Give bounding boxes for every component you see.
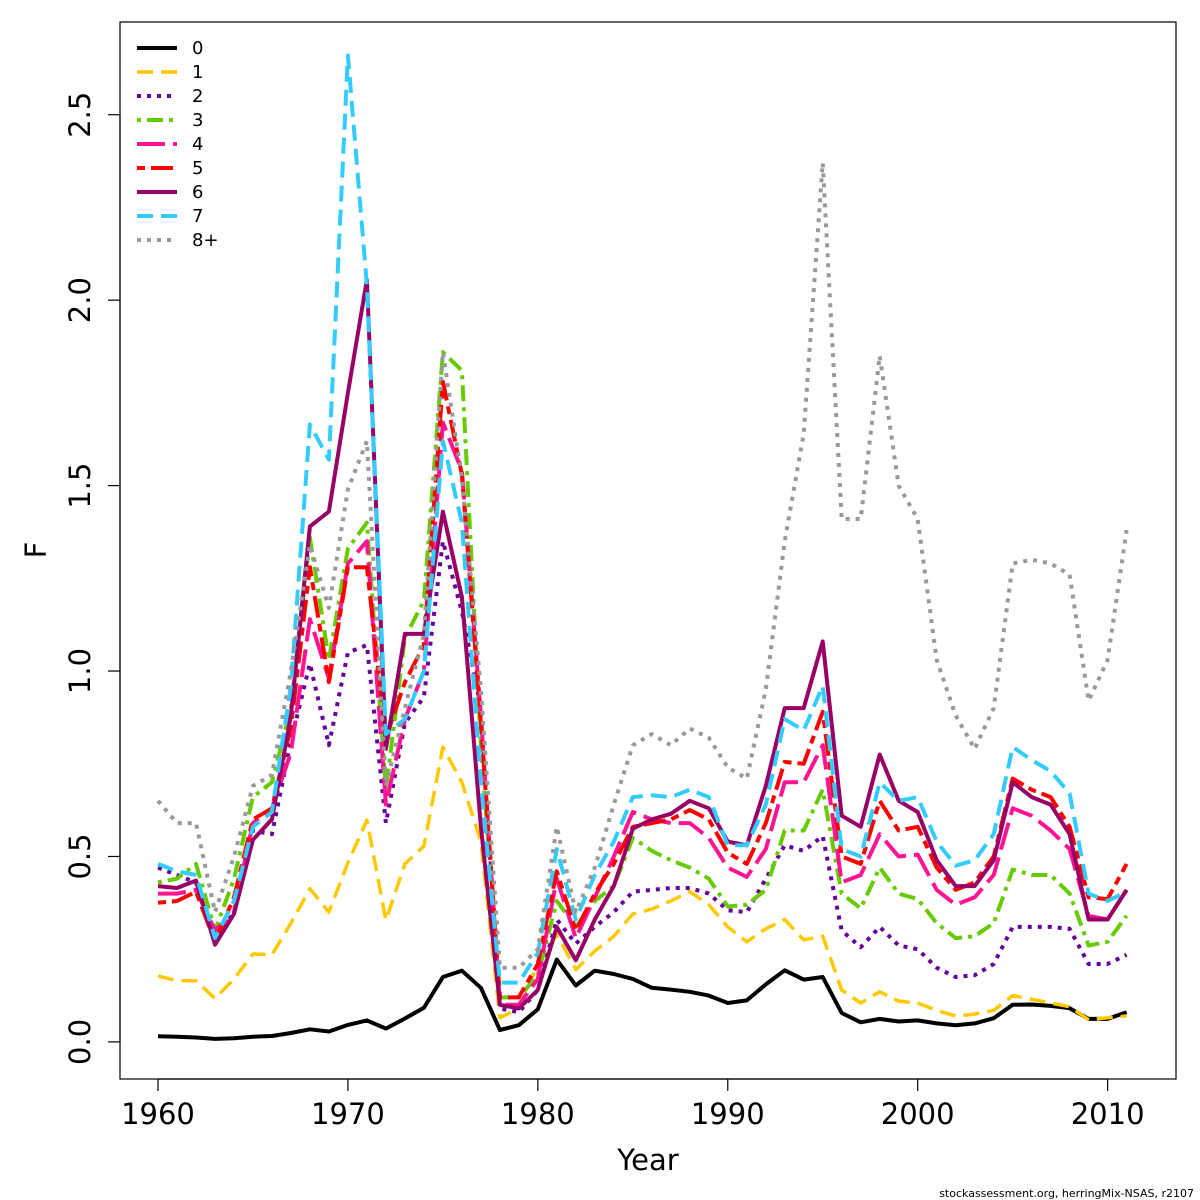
credit-text: stockassessment.org, herringMix-NSAS, r2…: [939, 1187, 1194, 1200]
y-tick-label: 1.5: [63, 463, 97, 509]
series-line-4: [158, 420, 1129, 1007]
series-line-0: [157, 957, 1128, 1041]
x-tick-label: 2000: [881, 1097, 955, 1131]
x-tick-label: 1980: [501, 1097, 575, 1131]
y-tick-label: 2.5: [63, 92, 97, 138]
y-axis: 0.0 0.5 1.0 1.5 2.0 2.5: [63, 92, 121, 1065]
series-line-7: [157, 53, 1128, 985]
legend-label-0: 0: [192, 38, 203, 59]
series-line-2: [157, 539, 1128, 1015]
x-axis: 1960 1970 1980 1990 2000 2010: [121, 1078, 1145, 1131]
legend-label-7: 7: [192, 206, 203, 227]
legend-label-4: 4: [192, 134, 203, 155]
series-lines: [156, 53, 1129, 1041]
y-axis-title: F: [19, 542, 53, 559]
legend-label-5: 5: [192, 158, 203, 179]
plot-frame: [119, 21, 1177, 1080]
x-tick-label: 1970: [311, 1097, 385, 1131]
y-tick-label: 0.5: [63, 833, 97, 879]
series-line-6: [157, 277, 1129, 1011]
legend-label-1: 1: [192, 62, 203, 83]
legend-label-2: 2: [192, 86, 203, 107]
x-tick-label: 1960: [121, 1097, 195, 1131]
x-tick-label: 1990: [691, 1097, 765, 1131]
x-axis-title: Year: [616, 1143, 678, 1177]
series-line-1: [157, 745, 1127, 1022]
y-tick-label: 2.0: [63, 277, 97, 323]
legend-label-8plus: 8+: [192, 230, 219, 251]
series-line-8plus: [156, 160, 1129, 970]
series-line-3: [157, 350, 1129, 1000]
legend: 0 1 2 3 4 5 6 7 8+: [137, 38, 219, 251]
y-tick-label: 0.0: [63, 1019, 97, 1065]
series-line-5: [157, 379, 1129, 1000]
legend-label-6: 6: [192, 182, 203, 203]
x-tick-label: 2010: [1071, 1097, 1145, 1131]
legend-label-3: 3: [192, 110, 203, 131]
y-tick-label: 1.0: [63, 648, 97, 694]
